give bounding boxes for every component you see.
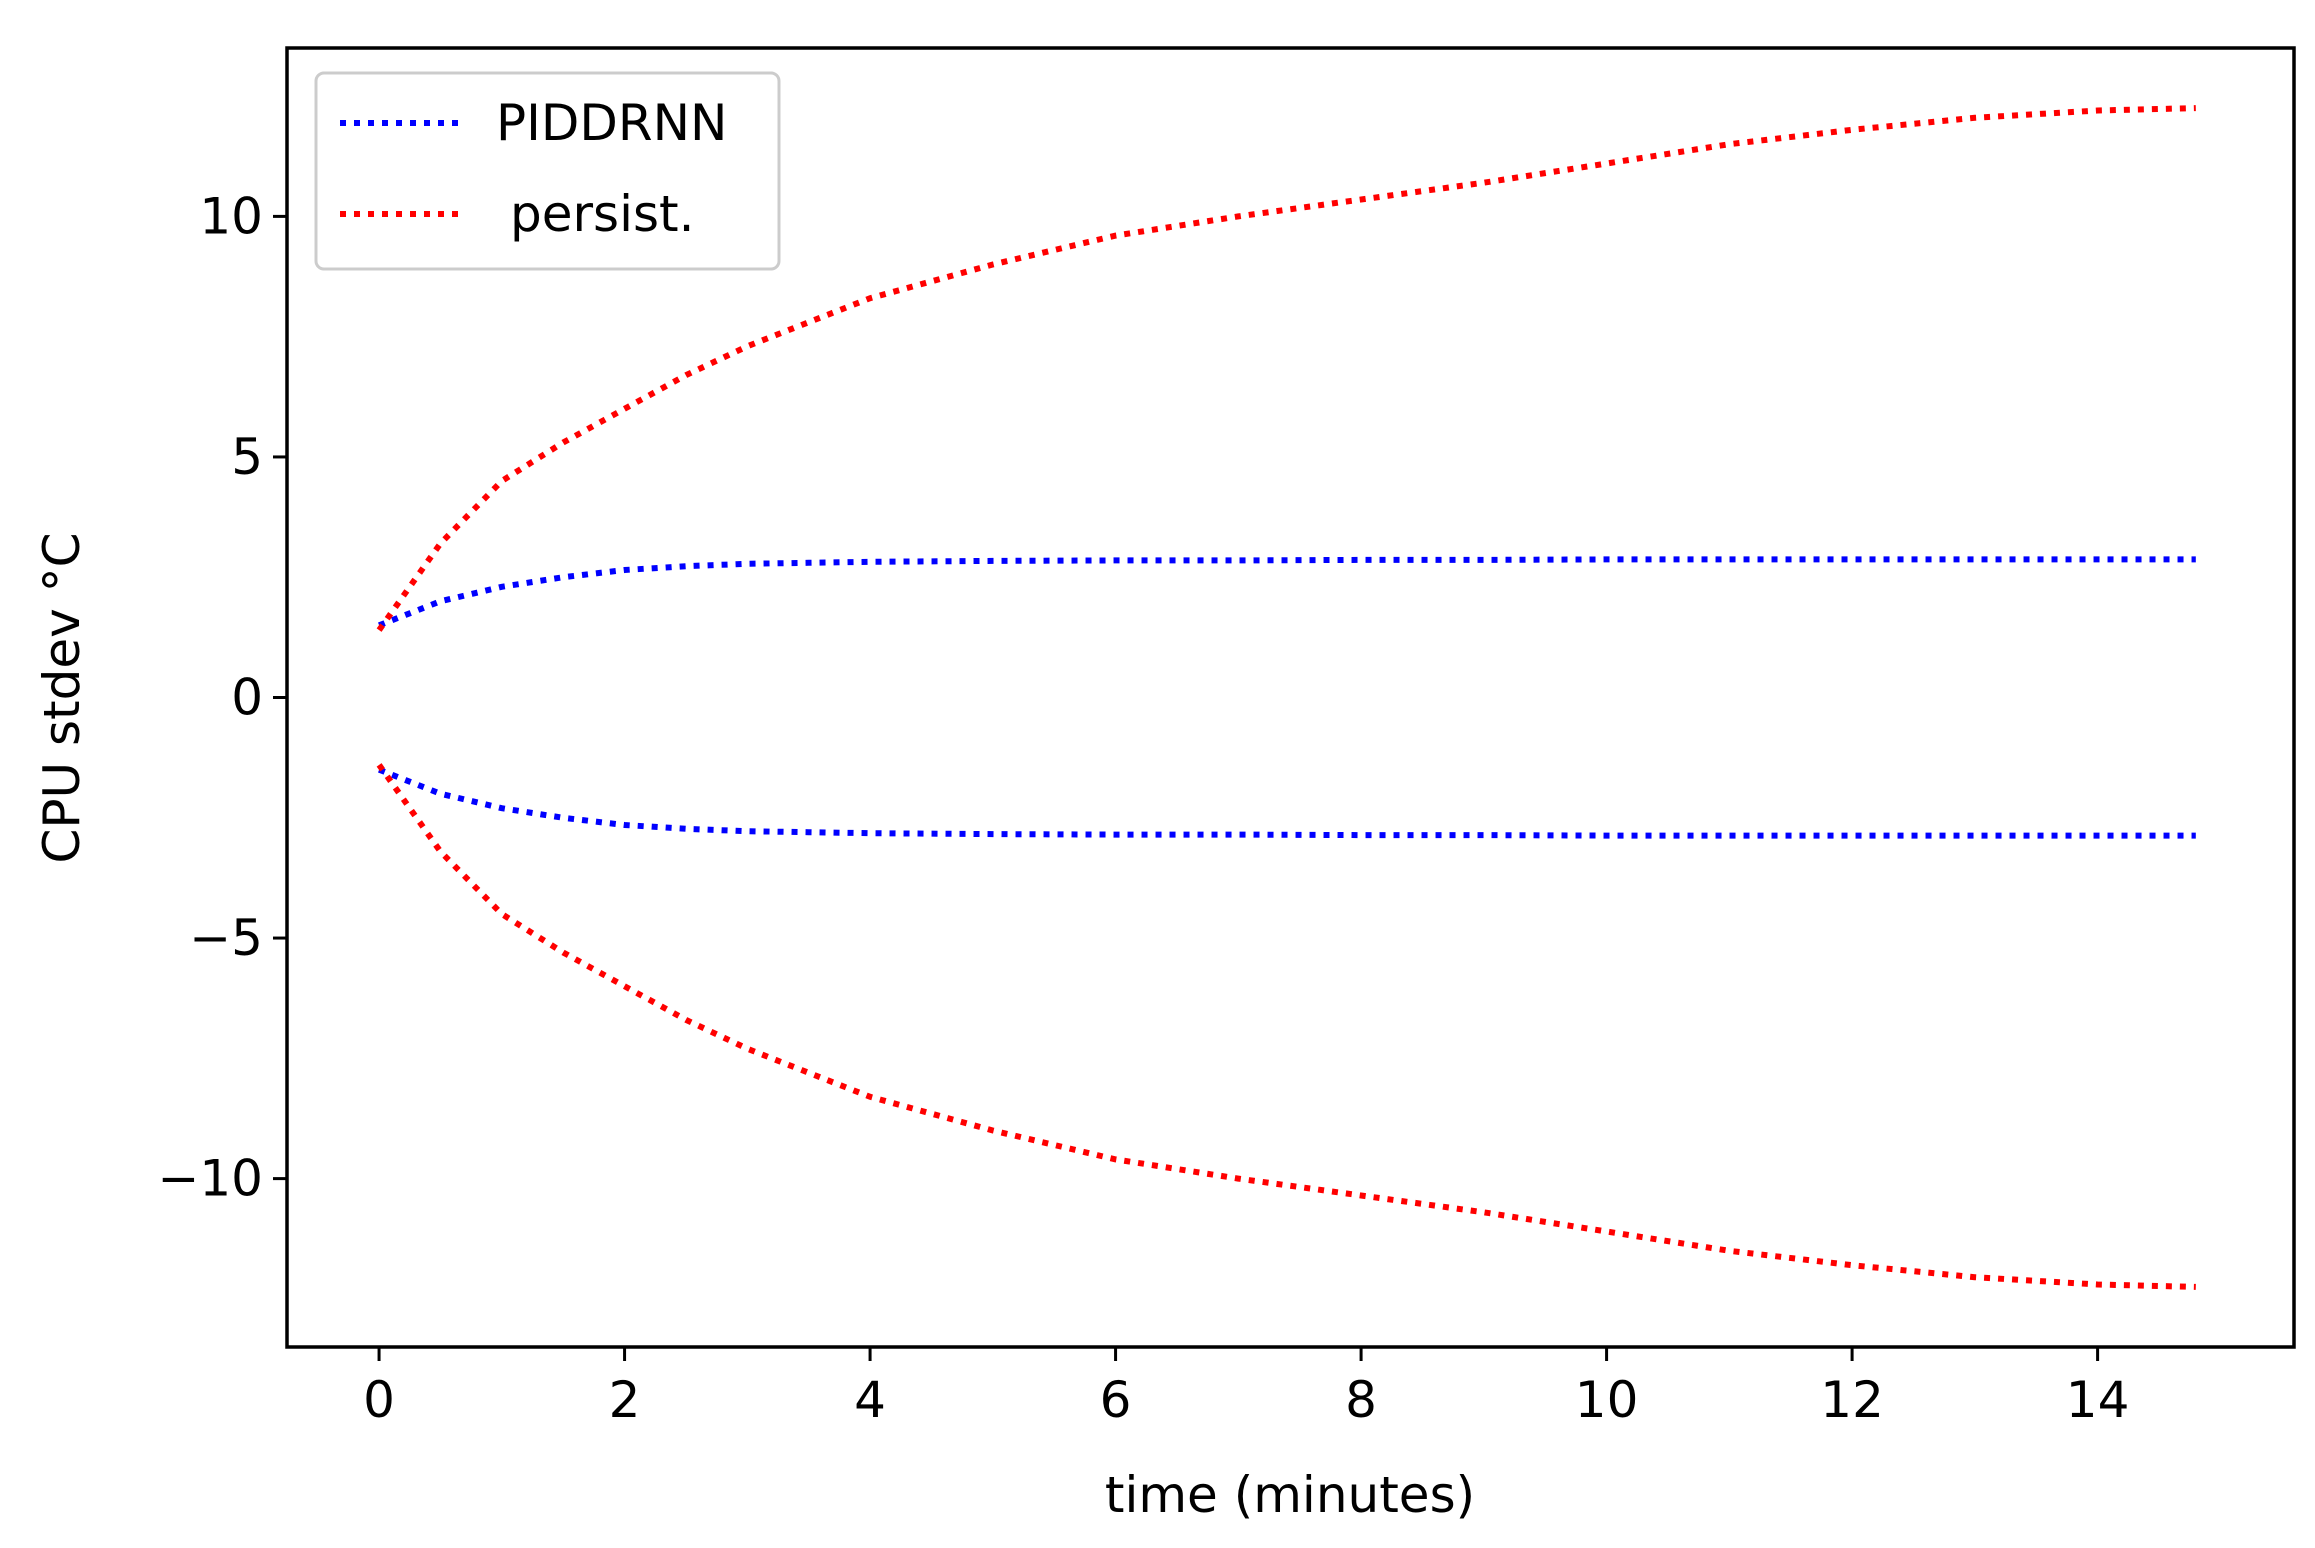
y-axis-title: CPU stdev °C [33, 532, 91, 863]
y-tick-label: 5 [231, 428, 263, 486]
x-tick-label: 12 [1820, 1371, 1884, 1429]
series-line-persist-upper [376, 105, 2196, 632]
x-tick-label: 4 [854, 1371, 886, 1429]
series-line-persist-lower [376, 763, 2196, 1290]
legend: PIDDRNN persist. [314, 71, 781, 271]
legend-label-piddrnn: PIDDRNN [496, 94, 727, 152]
series-line-piddrnn-upper [378, 556, 2196, 629]
x-tick-label: 0 [363, 1371, 395, 1429]
legend-box [314, 71, 781, 271]
x-tick-label: 2 [609, 1371, 641, 1429]
y-tick-label: −5 [189, 909, 263, 967]
x-tick-label: 8 [1345, 1371, 1377, 1429]
x-tick-label: 10 [1575, 1371, 1639, 1429]
x-tick-label: 6 [1100, 1371, 1132, 1429]
series-line-piddrnn-lower [378, 766, 2196, 839]
y-tick-label: 10 [199, 187, 263, 245]
x-axis-title: time (minutes) [1105, 1466, 1475, 1524]
plot-frame [285, 46, 2296, 1349]
axes-layer: 0 2 4 6 8 10 12 14 −10 −5 0 5 10 [157, 187, 2129, 1429]
x-tick-label: 14 [2066, 1371, 2130, 1429]
y-tick-label: −10 [157, 1150, 263, 1208]
legend-label-persist: persist. [510, 185, 695, 243]
y-tick-label: 0 [231, 669, 263, 727]
series-layer [376, 105, 2196, 1290]
